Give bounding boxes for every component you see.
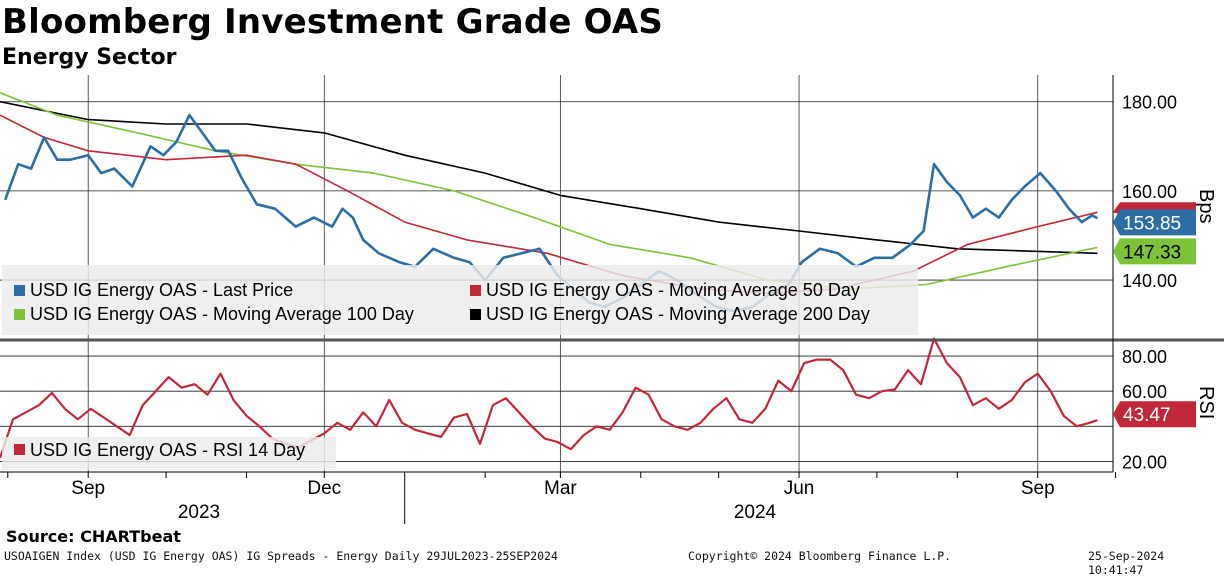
legend-label: USD IG Energy OAS - RSI 14 Day	[30, 440, 305, 460]
legend-label: USD IG Energy OAS - Last Price	[30, 280, 293, 300]
ticker-description: USOAIGEN Index (USD IG Energy OAS) IG Sp…	[4, 549, 558, 563]
series-layer	[0, 92, 1099, 459]
last-value-tag	[1113, 238, 1196, 265]
y-tick-label: 80.00	[1122, 347, 1167, 367]
legend-label: USD IG Energy OAS - Moving Average 100 D…	[30, 304, 414, 324]
y-tick-label: 160.00	[1122, 182, 1177, 202]
x-month-label: Jun	[784, 478, 815, 499]
legend-swatch	[14, 285, 25, 296]
last-value-label: 153.85	[1123, 213, 1181, 234]
series-line	[0, 337, 1098, 459]
legend-box	[2, 437, 336, 470]
y-tick-label: 140.00	[1122, 271, 1177, 291]
y-axis-title: RSI	[1195, 386, 1217, 419]
legend-box	[2, 265, 918, 335]
timestamp: 25-Sep-2024 10:41:47	[1088, 549, 1165, 577]
legend-layer: USD IG Energy OAS - Last Price USD IG Ene…	[2, 265, 918, 470]
last-value-tag	[1113, 401, 1196, 428]
x-year-label: 2024	[734, 502, 777, 523]
source-note: Source: CHARTbeat	[6, 527, 181, 546]
legend-label: USD IG Energy OAS - Moving Average 200 D…	[486, 304, 870, 324]
x-month-label: Dec	[307, 478, 341, 499]
y-tick-label: 180.00	[1122, 93, 1177, 113]
legend-swatch	[14, 309, 25, 320]
last-value-tag	[1113, 209, 1196, 236]
last-value-label: 43.47	[1123, 405, 1171, 426]
x-month-label: Mar	[544, 478, 577, 499]
legend-swatch	[470, 309, 481, 320]
chart-title: Bloomberg Investment Grade OAS	[2, 2, 664, 42]
axis-layer: 140.00 160.00 180.00 20.00 60.00 80.00 153.85 1…	[7, 93, 1217, 524]
legend-swatch	[14, 444, 25, 455]
x-year-label: 2023	[178, 502, 220, 523]
chart-subtitle: Energy Sector	[2, 45, 177, 70]
y-tick-label: 60.00	[1122, 382, 1167, 402]
copyright-note: Copyright© 2024 Bloomberg Finance L.P.	[688, 549, 952, 563]
last-value-label: 147.33	[1123, 242, 1181, 263]
legend-label: USD IG Energy OAS - Moving Average 50 Da…	[486, 280, 860, 300]
series-line	[0, 100, 1098, 255]
x-month-label: Sep	[71, 478, 105, 499]
legend-swatch	[470, 285, 481, 296]
series-line	[0, 114, 1098, 295]
series-line	[3, 113, 1099, 313]
y-axis-title: Bps	[1195, 189, 1217, 223]
x-month-label: Sep	[1021, 478, 1055, 499]
frame-layer	[0, 75, 1224, 473]
y-tick-label: 20.00	[1122, 452, 1167, 472]
